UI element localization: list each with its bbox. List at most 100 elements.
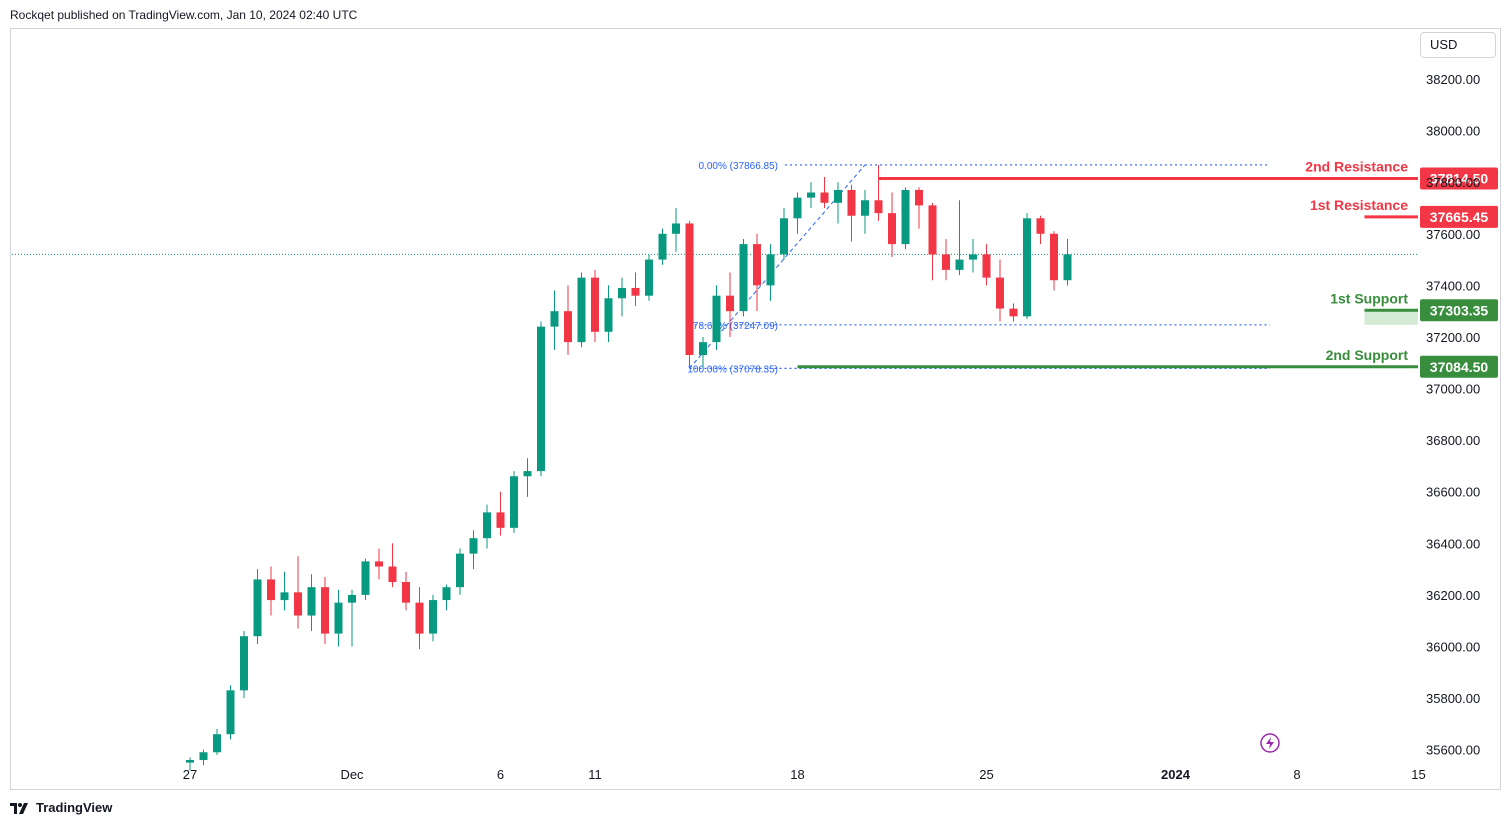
candle-body: [294, 592, 302, 616]
y-tick-label: 37800.00: [1426, 175, 1480, 190]
x-tick-label: 25: [979, 767, 993, 782]
candle-body: [1050, 233, 1058, 281]
price-tag-bg: [1420, 205, 1498, 228]
x-tick-label: 2024: [1161, 767, 1191, 782]
price-tag-value: 37665.45: [1430, 209, 1489, 225]
candle-body: [1023, 218, 1031, 317]
candle-body: [969, 254, 977, 260]
candle-body: [915, 189, 923, 206]
candle-body: [618, 287, 626, 299]
candle-body: [267, 579, 275, 601]
candle-body: [780, 218, 788, 255]
candle-body: [645, 259, 653, 296]
y-tick-label: 38200.00: [1426, 72, 1480, 87]
candle-body: [402, 582, 410, 603]
x-tick-label: 6: [497, 767, 504, 782]
price-tag-value: 37814.50: [1430, 170, 1489, 186]
candle-body: [496, 512, 505, 528]
candle-body: [996, 277, 1004, 309]
y-tick-label: 36000.00: [1426, 640, 1480, 655]
candle-body: [186, 760, 194, 763]
candle-body: [672, 223, 680, 234]
candle-body: [388, 566, 397, 583]
candle-body: [591, 277, 599, 332]
candle-body: [510, 476, 518, 528]
candle-body: [955, 259, 964, 270]
chart-frame: [10, 28, 1501, 790]
candle-body: [469, 538, 478, 554]
candle-body: [847, 189, 856, 216]
price-tag: 37814.50: [1420, 167, 1498, 190]
publisher-caption: Rockqet published on TradingView.com, Ja…: [10, 8, 358, 22]
lightning-icon[interactable]: [1260, 733, 1280, 753]
candle-body: [415, 602, 424, 634]
candle-body: [361, 561, 370, 595]
candle-body: [213, 734, 221, 753]
x-tick-label: 15: [1411, 767, 1425, 782]
candle-body: [577, 277, 586, 343]
candle-body: [807, 192, 815, 198]
candle-body: [739, 244, 748, 312]
level-label: 1st Resistance: [1310, 197, 1408, 213]
candle-body: [483, 512, 491, 539]
candle-body: [712, 295, 721, 343]
y-tick-label: 36400.00: [1426, 536, 1480, 551]
candle-body: [348, 594, 356, 603]
y-tick-label: 36600.00: [1426, 485, 1480, 500]
candle-body: [226, 690, 235, 735]
candle-body: [321, 587, 329, 634]
candle-body: [375, 561, 383, 567]
candle-body: [240, 636, 248, 691]
price-tag: 37084.50: [1420, 355, 1498, 378]
currency-selector[interactable]: USD: [1420, 32, 1496, 58]
candle-body: [523, 471, 532, 477]
candle-body: [442, 587, 451, 601]
candle-body: [685, 223, 694, 356]
y-tick-label: 37400.00: [1426, 278, 1480, 293]
candle-body: [564, 311, 572, 343]
level-label: 2nd Resistance: [1305, 158, 1408, 174]
candle-body: [901, 189, 910, 245]
y-tick-label: 37000.00: [1426, 382, 1480, 397]
y-tick-label: 35800.00: [1426, 691, 1480, 706]
fib-level-label: 78.60% (37247.09): [693, 321, 778, 332]
candle-body: [199, 752, 208, 760]
price-tag-value: 37303.35: [1430, 302, 1489, 318]
level-label: 1st Support: [1330, 290, 1408, 306]
x-tick-label: 8: [1293, 767, 1300, 782]
candle-body: [537, 326, 545, 472]
price-tag: 37665.45: [1420, 205, 1498, 228]
tradingview-icon: [10, 802, 28, 814]
candle-body: [429, 600, 437, 634]
candle-body: [1009, 308, 1018, 317]
y-tick-label: 38000.00: [1426, 124, 1480, 139]
candle-body: [280, 592, 289, 601]
brand-name: TradingView: [36, 800, 113, 815]
candle-body: [334, 602, 343, 634]
candle-body: [874, 200, 883, 214]
support-zone: [1364, 310, 1418, 325]
candle-body: [766, 254, 775, 286]
candle-body: [604, 298, 613, 332]
tradingview-logo[interactable]: TradingView: [10, 800, 112, 815]
y-tick-label: 36800.00: [1426, 433, 1480, 448]
candle-body: [834, 189, 842, 203]
candle-body: [928, 205, 937, 255]
price-tag-value: 37084.50: [1430, 359, 1489, 375]
candle-body: [820, 192, 829, 203]
x-tick-label: Dec: [340, 767, 364, 782]
fib-level-label: 100.00% (37078.35): [687, 364, 778, 375]
candle-body: [550, 311, 559, 327]
candle-body: [456, 553, 464, 588]
candle-body: [942, 254, 950, 270]
candle-body: [726, 295, 734, 312]
y-tick-label: 37200.00: [1426, 330, 1480, 345]
x-tick-label: 27: [183, 767, 197, 782]
x-tick-label: 11: [588, 767, 602, 782]
candle-body: [253, 579, 262, 637]
candle-body: [753, 244, 761, 286]
candle-body: [888, 213, 896, 245]
fib-level-label: 0.00% (37866.85): [698, 161, 778, 172]
price-tag-bg: [1420, 355, 1498, 378]
